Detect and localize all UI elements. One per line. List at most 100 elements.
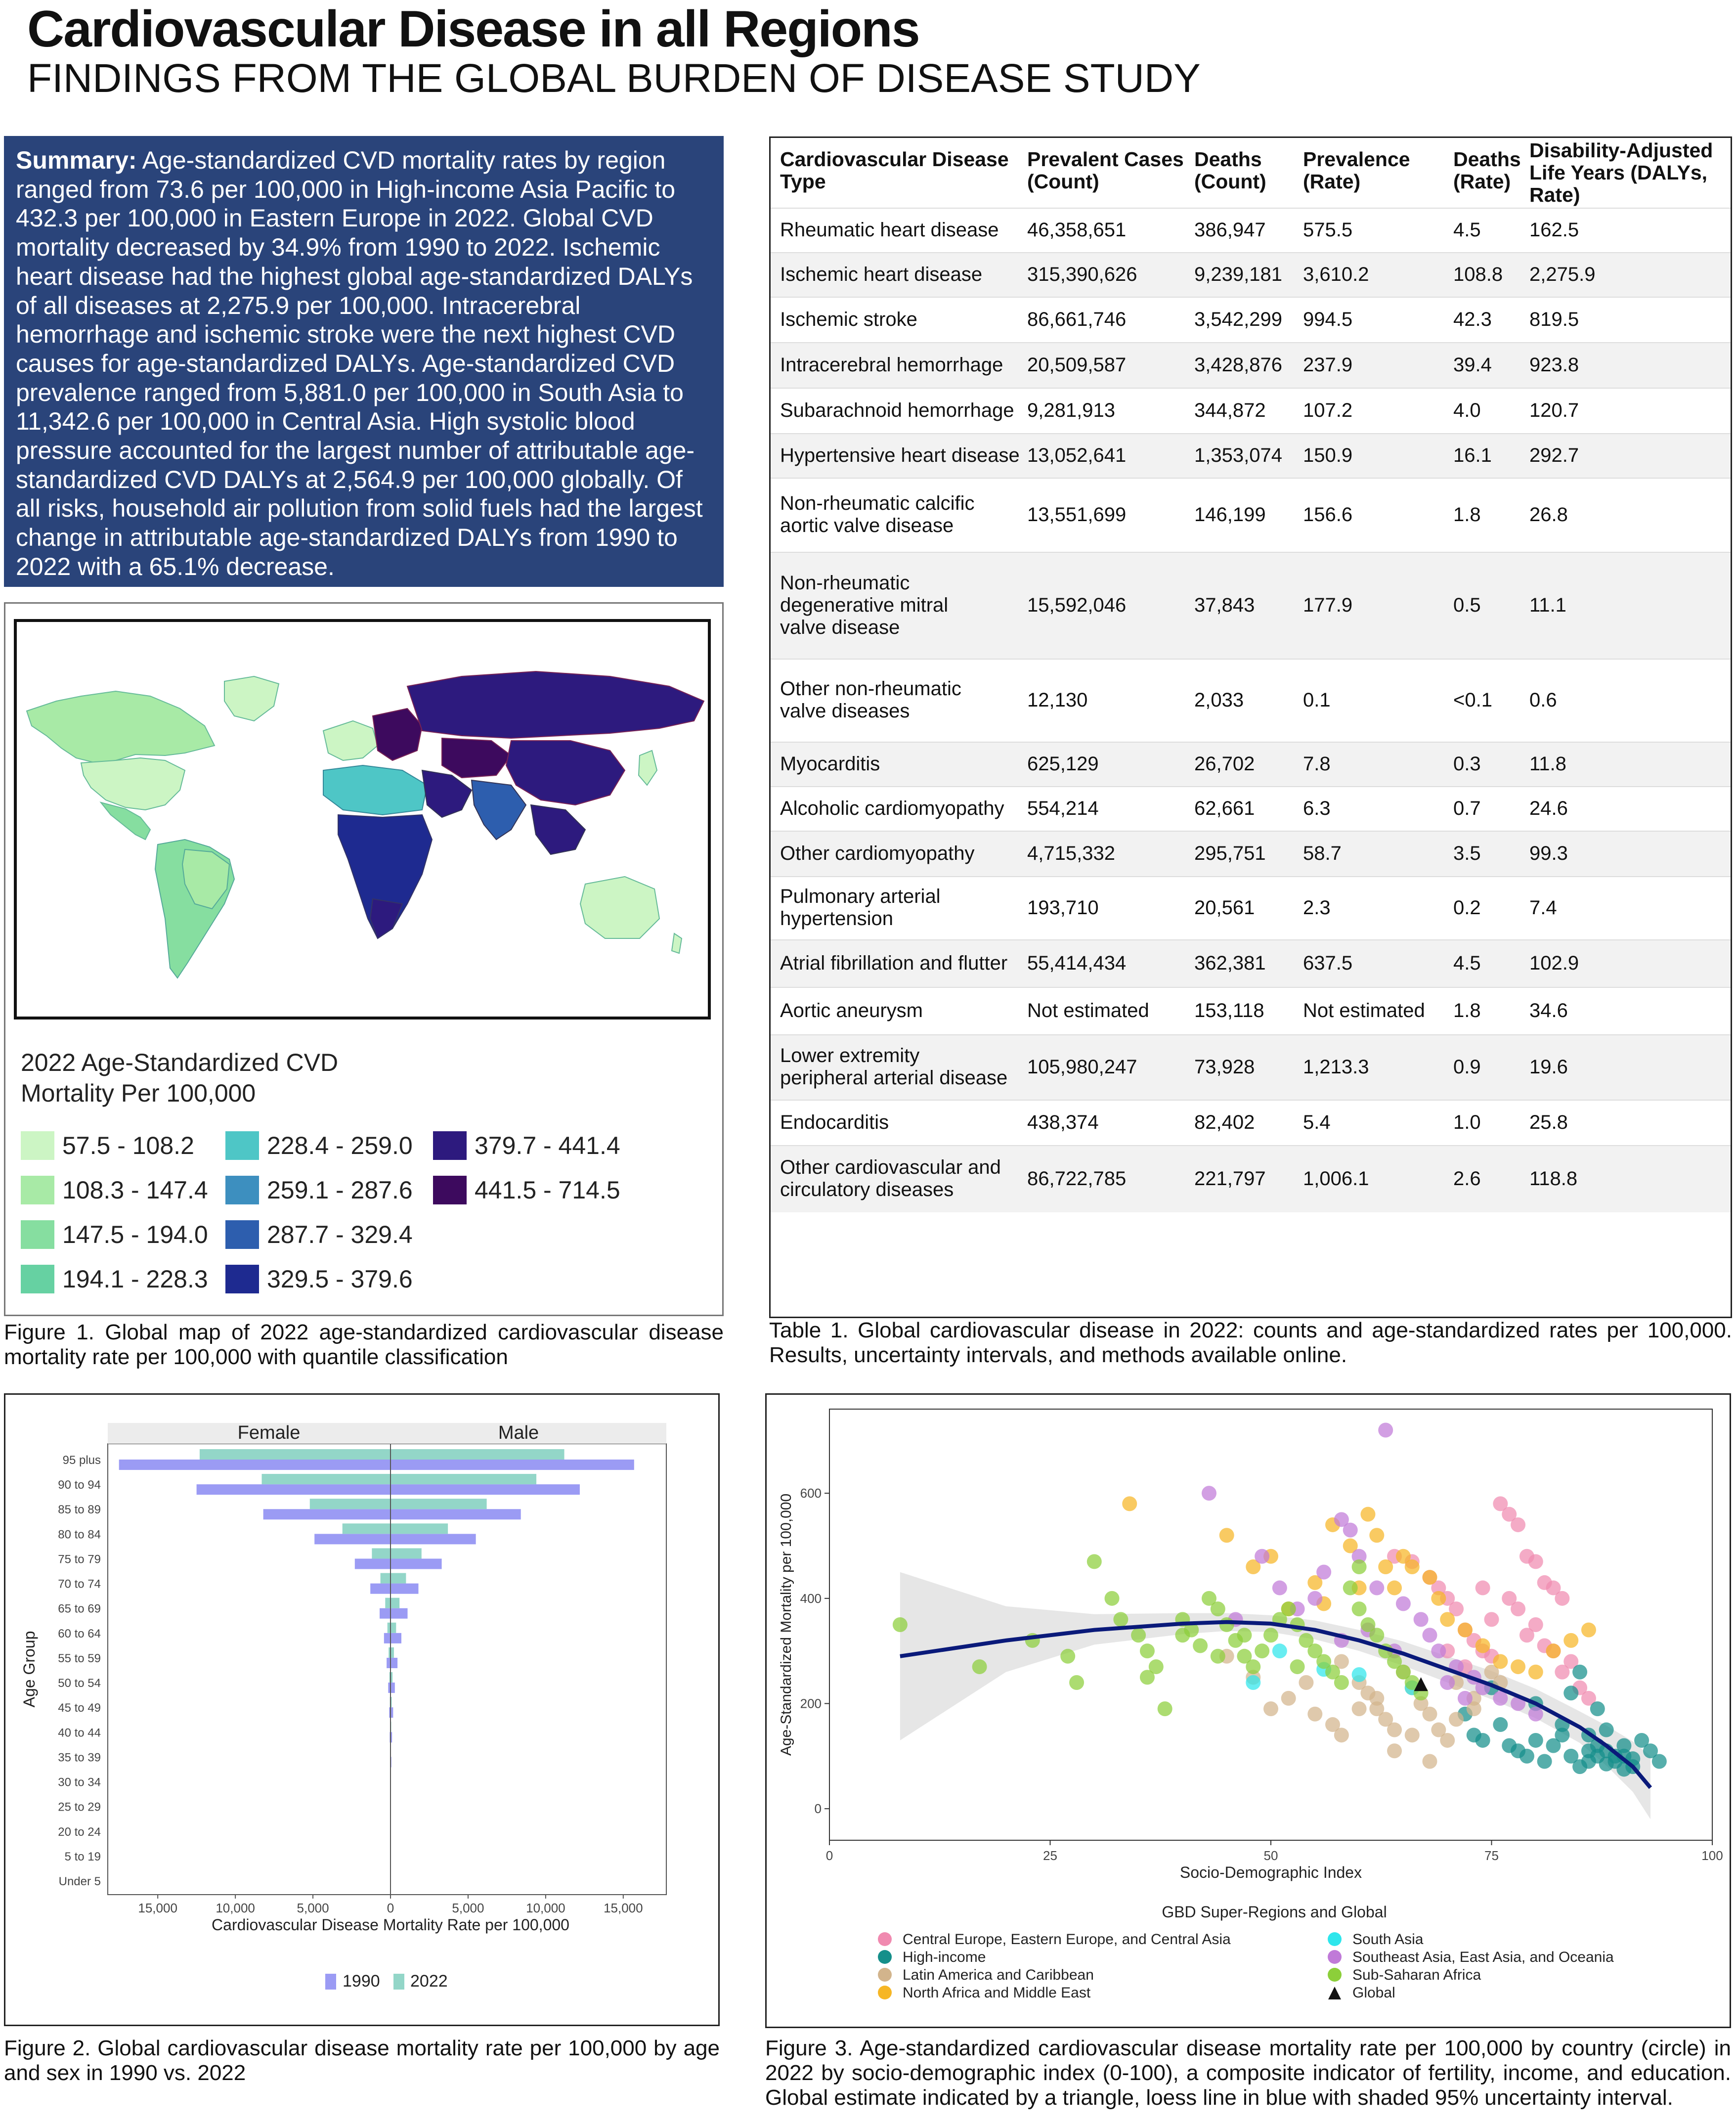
legend-marker [878, 1986, 892, 1999]
scatter-point [1334, 1675, 1349, 1690]
scatter-point [1246, 1559, 1261, 1575]
table-cell-value: 12,130 [1027, 689, 1088, 711]
table-row-background [771, 252, 1731, 297]
table-cell-value: 237.9 [1303, 354, 1353, 376]
x-tick-label: 50 [1264, 1848, 1278, 1863]
bar-female-1990 [354, 1558, 391, 1569]
table-cell-value: 82,402 [1194, 1111, 1255, 1133]
x-tick-label: 10,000 [216, 1901, 255, 1915]
bar-male-2022 [391, 1647, 394, 1658]
table-cell-value: 2.6 [1453, 1167, 1481, 1190]
bar-female-2022 [385, 1597, 391, 1608]
legend-label: High-income [903, 1949, 986, 1965]
legend-swatch [21, 1220, 54, 1249]
legend-label: Sub-Saharan Africa [1352, 1967, 1481, 1983]
bar-female-1990 [196, 1484, 391, 1495]
scatter-point [1210, 1601, 1225, 1617]
loess-line [900, 1620, 1652, 1789]
world-map [14, 619, 711, 1020]
map-region-southeast-asia [530, 804, 586, 855]
scatter-point [1175, 1628, 1190, 1643]
table-cell-value: 120.7 [1529, 399, 1579, 421]
table-cell-value: 1.8 [1453, 999, 1481, 1021]
table-cell-value: 625,129 [1027, 753, 1099, 775]
table-row-background [771, 433, 1731, 478]
table-cell-value: 637.5 [1303, 952, 1353, 974]
age-group-tick: 60 to 64 [58, 1627, 101, 1640]
scatter-point [1148, 1659, 1164, 1675]
table-row-background [771, 1034, 1731, 1100]
table-row-divider [771, 297, 1731, 298]
bar-male-1990 [391, 1534, 476, 1545]
age-group-tick: 45 to 49 [58, 1701, 101, 1715]
scatter-point [1351, 1667, 1367, 1683]
table-row-divider [771, 1034, 1731, 1035]
table-cell-value: 0.5 [1453, 594, 1481, 616]
scatter-point [1449, 1712, 1464, 1727]
scatter-point [1395, 1596, 1411, 1611]
scatter-point [1193, 1638, 1208, 1653]
scatter-point [1475, 1638, 1490, 1653]
scatter-point [1069, 1675, 1085, 1690]
bar-female-2022 [380, 1573, 391, 1584]
x-tick-label: 0 [387, 1901, 394, 1915]
x-tick-label: 15,000 [138, 1901, 177, 1915]
scatter-legend-title: GBD Super-Regions and Global [1162, 1903, 1387, 1921]
scatter-point [1255, 1549, 1270, 1564]
table-cell-value: 86,722,785 [1027, 1167, 1127, 1190]
map-region-brazil [181, 848, 230, 910]
table-cell-value: 295,751 [1194, 842, 1266, 864]
scatter-point [1237, 1628, 1252, 1643]
scatter-point [1404, 1675, 1420, 1690]
age-group-tick: 30 to 34 [58, 1776, 101, 1789]
table-row-divider [771, 831, 1731, 832]
scatter-point [1413, 1612, 1429, 1627]
map-region-new-zealand [671, 932, 683, 954]
scatter-point [1113, 1612, 1128, 1627]
table-cell-value: 102.9 [1529, 952, 1579, 974]
scatter-point [1457, 1622, 1473, 1638]
bar-male-1990 [391, 1633, 401, 1643]
x-tick-label: 100 [1701, 1848, 1723, 1863]
map-region-russia [406, 670, 705, 739]
age-group-tick: 40 to 44 [58, 1726, 101, 1739]
table-cell-value: 39.4 [1453, 354, 1492, 376]
table-row-divider [771, 742, 1731, 743]
table-cell-value: 37,843 [1194, 594, 1255, 616]
pyramid-chart: Female Male Under 5 5 to 19 20 to 24 25 to 29… [20, 1422, 667, 1991]
scatter-point [1334, 1512, 1349, 1527]
bar-male-2022 [391, 1474, 537, 1485]
age-group-tick: 35 to 39 [58, 1751, 101, 1764]
x-tick-label: 0 [826, 1848, 833, 1863]
table-cell-value: 15,592,046 [1027, 594, 1127, 616]
world-map-svg [26, 670, 705, 979]
map-legend-title-line1: 2022 Age-Standardized CVD [21, 1049, 339, 1076]
table-panel [769, 136, 1732, 1318]
scatter-point [1122, 1496, 1137, 1511]
map-region-north-africa [323, 764, 428, 816]
table-cell-value: 4.5 [1453, 219, 1481, 241]
scatter-point [1316, 1654, 1332, 1669]
map-region-australia [579, 876, 660, 939]
scatter-point [1316, 1564, 1332, 1580]
table-cell-value: 9,281,913 [1027, 399, 1115, 421]
table-row-divider [771, 876, 1731, 877]
scatter-point [1528, 1554, 1543, 1569]
table-cell-value: 13,052,641 [1027, 444, 1127, 466]
legend-swatch [21, 1265, 54, 1293]
bar-female-2022 [309, 1499, 391, 1509]
scatter-point [1528, 1617, 1543, 1632]
table-row-divider [771, 1100, 1731, 1101]
y-tick-label: 400 [800, 1591, 822, 1606]
scatter-point [1493, 1654, 1508, 1669]
table-cell-value: 20,561 [1194, 896, 1255, 919]
table-cell-value: 19.6 [1529, 1056, 1568, 1078]
scatter-point [1369, 1580, 1385, 1596]
bar-male-1990 [391, 1683, 395, 1693]
table-cell-value: 575.5 [1303, 219, 1353, 241]
table-cell-value: 0.3 [1453, 753, 1481, 775]
y-tick-label: 200 [800, 1696, 822, 1711]
y-tick-label: 600 [800, 1486, 822, 1501]
scatter-point [1519, 1748, 1534, 1764]
scatter-point [1502, 1507, 1517, 1522]
